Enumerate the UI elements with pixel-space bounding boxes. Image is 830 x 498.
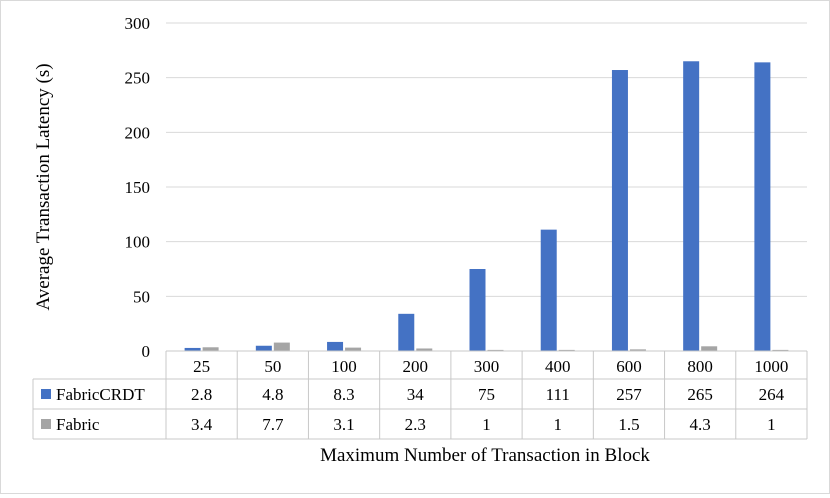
y-tick-label: 50 [133,287,150,306]
y-tick-label: 200 [125,123,151,142]
table-cell: 1 [767,415,776,434]
category-label: 600 [616,357,642,376]
bar-fabric-800 [701,346,718,351]
bar-fabriccrdt-800 [683,61,700,352]
series-name: Fabric [56,415,100,434]
category-label: 1000 [754,357,788,376]
category-label: 800 [687,357,713,376]
bar-fabric-200 [416,348,433,351]
table-cell: 1 [553,415,562,434]
table-cell: 7.7 [262,415,284,434]
bar-fabriccrdt-600 [611,70,628,351]
category-label: 400 [545,357,571,376]
bar-fabriccrdt-50 [255,345,272,351]
y-axis-ticks: 0 50 100 150 200 250 300 [125,14,151,361]
table-cell: 111 [546,385,570,404]
bar-fabriccrdt-300 [469,269,486,351]
table-cell: 2.8 [191,385,212,404]
legend-key [41,419,51,429]
table-cell: 265 [687,385,713,404]
bar-fabric-600 [629,349,646,351]
y-tick-label: 0 [142,342,151,361]
table-cell: 264 [759,385,785,404]
category-label: 50 [264,357,281,376]
table-cell: 3.4 [191,415,213,434]
category-label: 200 [403,357,429,376]
bars [184,61,789,352]
y-tick-label: 150 [125,178,151,197]
table-cell: 4.3 [690,415,711,434]
bar-fabriccrdt-1000 [754,62,771,352]
y-tick-label: 100 [125,233,151,252]
table-cell: 4.8 [262,385,283,404]
y-tick-label: 300 [125,14,151,33]
bar-fabric-400 [558,349,575,351]
bar-fabric-25 [202,347,219,351]
bar-fabriccrdt-100 [327,341,344,351]
bar-fabriccrdt-200 [398,313,415,351]
data-table: 25 50 100 200 300 400 600 800 1000 FabricCRDT 2.8 4… [32,350,808,440]
bar-fabric-100 [345,347,362,351]
gridlines [166,22,807,297]
table-cell: 75 [478,385,495,404]
table-cell: 2.3 [405,415,426,434]
legend-key [41,389,51,399]
category-label: 100 [331,357,357,376]
bar-fabric-50 [273,342,290,351]
y-tick-label: 250 [125,69,151,88]
bar-fabriccrdt-25 [184,347,201,351]
category-label: 300 [474,357,500,376]
table-cell: 1.5 [618,415,639,434]
table-cell: 1 [482,415,491,434]
y-axis-label: Average Transaction Latency (s) [33,63,54,310]
table-cell: 257 [616,385,642,404]
category-label: 25 [193,357,210,376]
x-axis-label: Maximum Number of Transaction in Block [320,445,650,466]
table-cell: 3.1 [333,415,354,434]
bar-fabric-1000 [772,349,789,351]
table-cell: 8.3 [333,385,354,404]
table-cell: 34 [407,385,425,404]
bar-fabriccrdt-400 [540,229,557,351]
bar-fabric-300 [487,349,504,351]
series-name: FabricCRDT [56,385,145,404]
